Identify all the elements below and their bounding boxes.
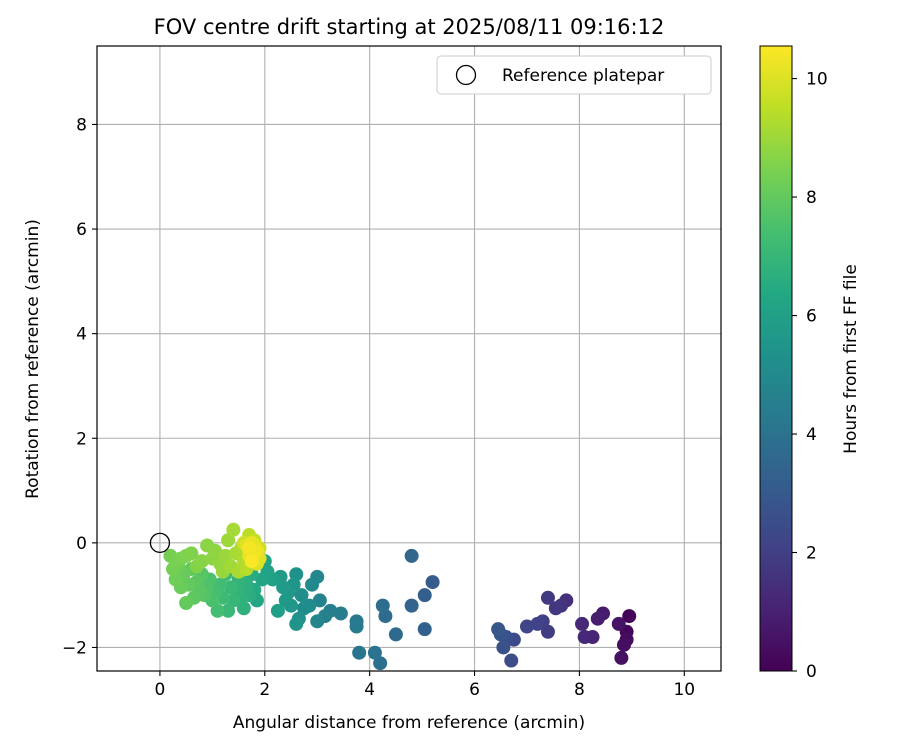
data-point (289, 567, 304, 582)
data-point (221, 603, 236, 618)
data-point (349, 619, 364, 634)
y-tick-label: 4 (76, 325, 87, 345)
data-point (404, 598, 419, 613)
data-point (373, 656, 388, 671)
data-point (530, 616, 545, 631)
data-point (207, 543, 222, 558)
data-point (289, 616, 304, 631)
data-point (194, 554, 209, 569)
colorbar-tick-label: 8 (806, 188, 817, 208)
x-tick-label: 4 (364, 680, 375, 700)
data-point (276, 580, 291, 595)
data-point (577, 630, 592, 645)
data-point (491, 622, 506, 637)
data-point (611, 616, 626, 631)
data-point (242, 541, 257, 556)
data-point (310, 614, 325, 629)
x-tick-label: 0 (155, 680, 166, 700)
data-point (168, 572, 183, 587)
y-tick-label: 0 (76, 534, 87, 554)
data-point (352, 645, 367, 660)
data-point (244, 554, 259, 569)
data-point (622, 609, 637, 624)
data-point (590, 611, 605, 626)
data-point (388, 627, 403, 642)
x-tick-label: 8 (574, 680, 585, 700)
y-tick-label: 2 (76, 429, 87, 449)
data-point (417, 588, 432, 603)
data-point (540, 590, 555, 605)
reference-marker (149, 532, 171, 554)
data-point (179, 596, 194, 611)
colorbar-label: Hours from first FF file (841, 264, 861, 454)
colorbar-tick-label: 4 (806, 425, 817, 445)
grid-lines (97, 46, 721, 671)
data-point (221, 533, 236, 548)
chart-title: FOV centre drift starting at 2025/08/11 … (154, 15, 665, 39)
data-point (226, 522, 241, 537)
data-point (425, 575, 440, 590)
legend-reference-symbol (455, 64, 477, 86)
data-point (294, 588, 309, 603)
plot-frame (96, 45, 722, 672)
legend-box (436, 55, 712, 95)
data-point (378, 609, 393, 624)
data-point (270, 603, 285, 618)
data-point (226, 593, 241, 608)
data-point (367, 645, 382, 660)
data-point (255, 572, 270, 587)
y-tick-label: 6 (76, 220, 87, 240)
data-point (223, 580, 238, 595)
data-point (218, 548, 233, 563)
x-tick-label: 6 (469, 680, 480, 700)
x-tick-label: 2 (259, 680, 270, 700)
data-point (375, 598, 390, 613)
y-tick-label: −2 (62, 638, 87, 658)
data-point (297, 601, 312, 616)
legend: Reference platepar (436, 55, 712, 95)
y-axis-label: Rotation from reference (arcmin) (23, 219, 43, 499)
colorbar (759, 45, 793, 672)
x-axis-ticks: 0 2 4 6 8 10 (155, 671, 695, 700)
data-point (404, 548, 419, 563)
data-point (278, 593, 293, 608)
data-point (210, 603, 225, 618)
data-point (548, 601, 563, 616)
data-point (616, 637, 631, 652)
data-point (575, 616, 590, 631)
y-axis-ticks: −2 0 2 4 6 8 (62, 115, 97, 658)
data-point (417, 622, 432, 637)
colorbar-ticks: 0 2 4 6 8 10 (792, 70, 828, 682)
data-point (312, 593, 327, 608)
data-point (614, 650, 629, 665)
data-points (163, 522, 637, 671)
data-point (496, 640, 511, 655)
data-point (236, 601, 251, 616)
data-point (333, 606, 348, 621)
colorbar-tick-label: 6 (806, 307, 817, 327)
colorbar-tick-label: 10 (806, 70, 828, 90)
legend-reference-label: Reference platepar (502, 66, 664, 86)
colorbar-tick-label: 0 (806, 662, 817, 682)
y-tick-label: 8 (76, 115, 87, 135)
data-point (519, 619, 534, 634)
reference-platepar-marker (149, 532, 171, 554)
x-tick-label: 10 (673, 680, 695, 700)
data-point (504, 653, 519, 668)
data-point (540, 624, 555, 639)
data-point (184, 546, 199, 561)
x-axis-label: Angular distance from reference (arcmin) (233, 713, 585, 733)
data-point (304, 577, 319, 592)
colorbar-tick-label: 2 (806, 544, 817, 564)
